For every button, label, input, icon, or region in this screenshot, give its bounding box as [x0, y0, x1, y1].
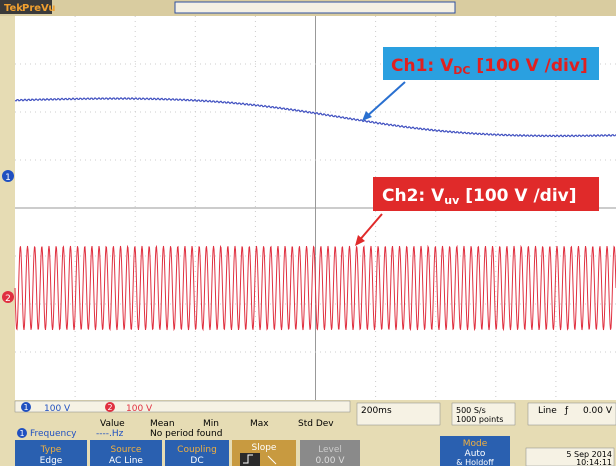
ch2-annotation-sub: uv [444, 194, 460, 207]
ch1-annotation-prefix: Ch1: V [391, 56, 454, 76]
menu-label: Type [40, 445, 62, 455]
trigger-level: 0.00 V [583, 406, 613, 416]
max-header: Max [250, 419, 269, 429]
menu-extra: & Holdoff [456, 458, 494, 466]
menu-label: Source [111, 445, 142, 455]
page: Tek PreVu 1 2 Ch1: VDC [100 V /div] Ch2:… [0, 0, 616, 466]
min-header: Min [203, 419, 219, 429]
ch2-scale: 100 V [126, 404, 153, 414]
ch1-scale: 100 V [44, 404, 71, 414]
record-view [175, 2, 455, 13]
ch2-annotation-prefix: Ch2: V [382, 186, 445, 206]
measurement-badge-label: 1 [19, 429, 24, 438]
menu-label: Mode [463, 439, 488, 449]
timebase: 200ms [361, 406, 392, 416]
menu-label: Coupling [177, 445, 217, 455]
sample-rate: 500 S/s [456, 406, 486, 415]
measurement-name: Frequency [30, 429, 77, 439]
mean-header: Mean [150, 419, 175, 429]
menu-label: Slope [252, 443, 277, 453]
record-length: 1000 points [456, 415, 503, 424]
ch1-annotation-suffix: [100 V /div] [471, 56, 588, 76]
measurement-value: ----.Hz [96, 429, 124, 439]
oscilloscope-screen: Tek PreVu 1 2 Ch1: VDC [100 V /div] Ch2:… [0, 0, 616, 466]
menu-value: DC [190, 456, 203, 466]
ch2-annotation-suffix: [100 V /div] [459, 186, 576, 206]
ch2-badge-label: 2 [107, 403, 112, 412]
menu-value: Edge [40, 456, 63, 466]
ch1-annotation: Ch1: VDC [100 V /div] [391, 56, 588, 77]
ch1-marker-label: 1 [5, 173, 11, 183]
brand: Tek [4, 3, 23, 14]
ch1-badge-label: 1 [23, 403, 28, 412]
measurement-message: No period found [150, 429, 222, 439]
menu-value: AC Line [109, 456, 143, 466]
menu-value: 0.00 V [315, 456, 345, 466]
menu-label: Level [318, 445, 342, 455]
trigger-source: Line [538, 406, 557, 416]
ch2-marker-label: 2 [5, 294, 11, 304]
std-header: Std Dev [298, 419, 334, 429]
value-header: Value [100, 419, 125, 429]
ch1-annotation-sub: DC [453, 64, 470, 77]
time: 10:14:11 [576, 458, 612, 466]
mode: PreVu [22, 3, 56, 14]
ch2-annotation: Ch2: Vuv [100 V /div] [382, 186, 577, 207]
